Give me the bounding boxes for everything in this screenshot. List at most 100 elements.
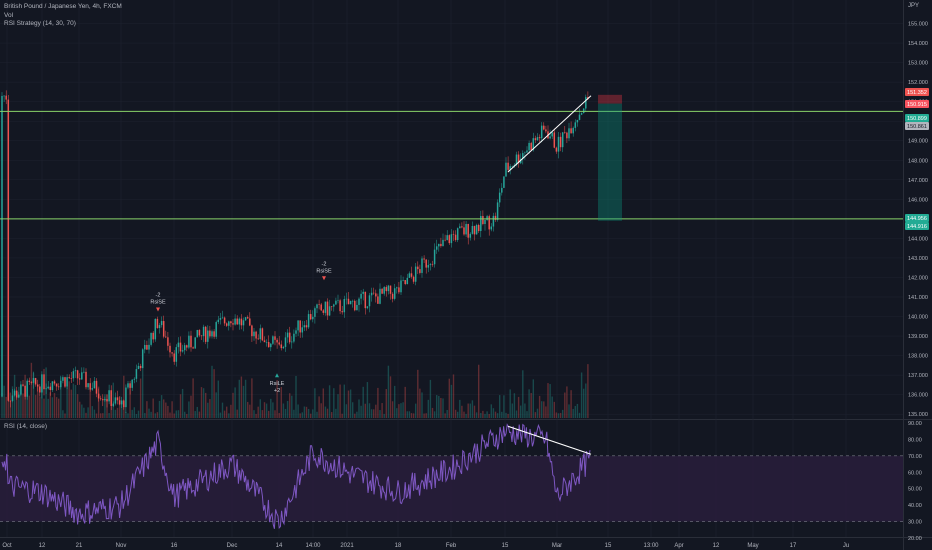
rsi-tick-label: 50.00	[908, 487, 922, 493]
volume-bar	[32, 372, 35, 418]
volume-bar	[133, 407, 135, 418]
candle-body	[570, 128, 572, 134]
candle-body	[358, 298, 360, 305]
candle-body	[419, 269, 421, 273]
volume-bar	[553, 401, 555, 418]
price-label-box	[905, 222, 929, 230]
time-tick-label: Mar	[552, 543, 562, 549]
candle-body	[139, 365, 142, 369]
volume-bar	[268, 410, 270, 418]
candle-body	[9, 400, 12, 402]
volume-bar	[362, 386, 364, 418]
candle-body	[316, 304, 318, 309]
volume-bar	[370, 409, 373, 418]
volume-bar	[28, 395, 30, 418]
candle-body	[43, 374, 45, 390]
candle-body	[582, 108, 585, 114]
volume-bar	[450, 384, 453, 418]
candle-body	[452, 234, 455, 235]
candle-body	[393, 288, 396, 299]
candle-body	[177, 342, 180, 348]
volume-bar	[249, 404, 251, 418]
candle-body	[406, 277, 409, 285]
candle-body	[259, 328, 262, 340]
candle-body	[297, 320, 299, 331]
candle-body	[78, 378, 81, 380]
candle-body	[438, 243, 440, 247]
candle-body	[330, 306, 333, 307]
volume-bar	[305, 406, 308, 418]
volume-bar	[276, 380, 278, 418]
volume-bar	[337, 394, 339, 418]
candle-body	[551, 132, 553, 137]
volume-bar	[465, 413, 467, 418]
volume-bar	[572, 408, 574, 418]
candle-body	[553, 132, 556, 148]
volume-bar	[295, 375, 297, 418]
volume-bar	[30, 362, 33, 418]
volume-bar	[22, 393, 24, 418]
candle-body	[209, 330, 211, 337]
candle-body	[74, 370, 77, 372]
volume-bar	[530, 393, 532, 418]
volume-bar	[169, 412, 171, 418]
volume-bar	[219, 412, 222, 418]
price-label-box	[905, 122, 929, 130]
volume-bar	[368, 403, 371, 418]
symbol-title[interactable]: British Pound / Japanese Yen, 4h, FXCM	[4, 3, 122, 10]
candle-body	[148, 344, 150, 350]
signal-label: RsiSE	[316, 268, 332, 274]
candle-body	[349, 301, 352, 305]
volume-bar	[578, 412, 581, 418]
volume-bar	[570, 390, 572, 418]
volume-bar	[135, 413, 138, 418]
candle-body	[492, 215, 495, 227]
volume-bar	[85, 412, 87, 418]
volume-bar	[89, 384, 91, 418]
candle-body	[578, 114, 581, 120]
volume-legend[interactable]: Vol	[4, 11, 14, 19]
candle-body	[53, 381, 56, 384]
candle-body	[322, 310, 325, 313]
candle-body	[456, 228, 459, 241]
volume-bar	[64, 413, 66, 418]
volume-bar	[100, 413, 102, 418]
volume-bar	[213, 369, 215, 418]
volume-bar	[490, 404, 492, 418]
candle-body	[301, 327, 304, 333]
volume-bar	[236, 409, 238, 418]
price-tick-label: 139.000	[908, 334, 928, 340]
candle-body	[545, 129, 547, 132]
volume-bar	[154, 413, 156, 418]
candle-body	[228, 321, 230, 326]
volume-bar	[247, 401, 249, 418]
candle-body	[459, 226, 461, 229]
price-label: 150.861	[907, 124, 927, 130]
candle-body	[328, 306, 331, 316]
time-tick-label: 15	[605, 543, 612, 549]
strategy-legend[interactable]: RSI Strategy (14, 30, 70)	[4, 20, 76, 27]
candle-body	[91, 388, 94, 390]
candle-body	[543, 125, 545, 130]
volume-bar	[534, 412, 537, 418]
candle-body	[335, 300, 337, 305]
candle-body	[381, 288, 383, 294]
time-tick-label: 13:00	[643, 543, 659, 549]
candle-body	[282, 346, 285, 349]
rsi-legend[interactable]: RSI (14, close)	[4, 423, 47, 430]
volume-bar	[150, 411, 152, 418]
volume-bar	[425, 413, 427, 418]
candle-body	[129, 383, 131, 388]
candle-body	[496, 202, 499, 220]
volume-bar	[39, 396, 41, 418]
candle-body	[66, 377, 68, 387]
volume-bar	[194, 411, 196, 418]
candle-body	[20, 384, 22, 395]
volume-bar	[253, 410, 255, 418]
candle-body	[207, 330, 209, 342]
candle-body	[305, 325, 308, 328]
volume-bar	[139, 378, 142, 418]
volume-bar	[486, 411, 488, 418]
candle-body	[572, 127, 574, 134]
